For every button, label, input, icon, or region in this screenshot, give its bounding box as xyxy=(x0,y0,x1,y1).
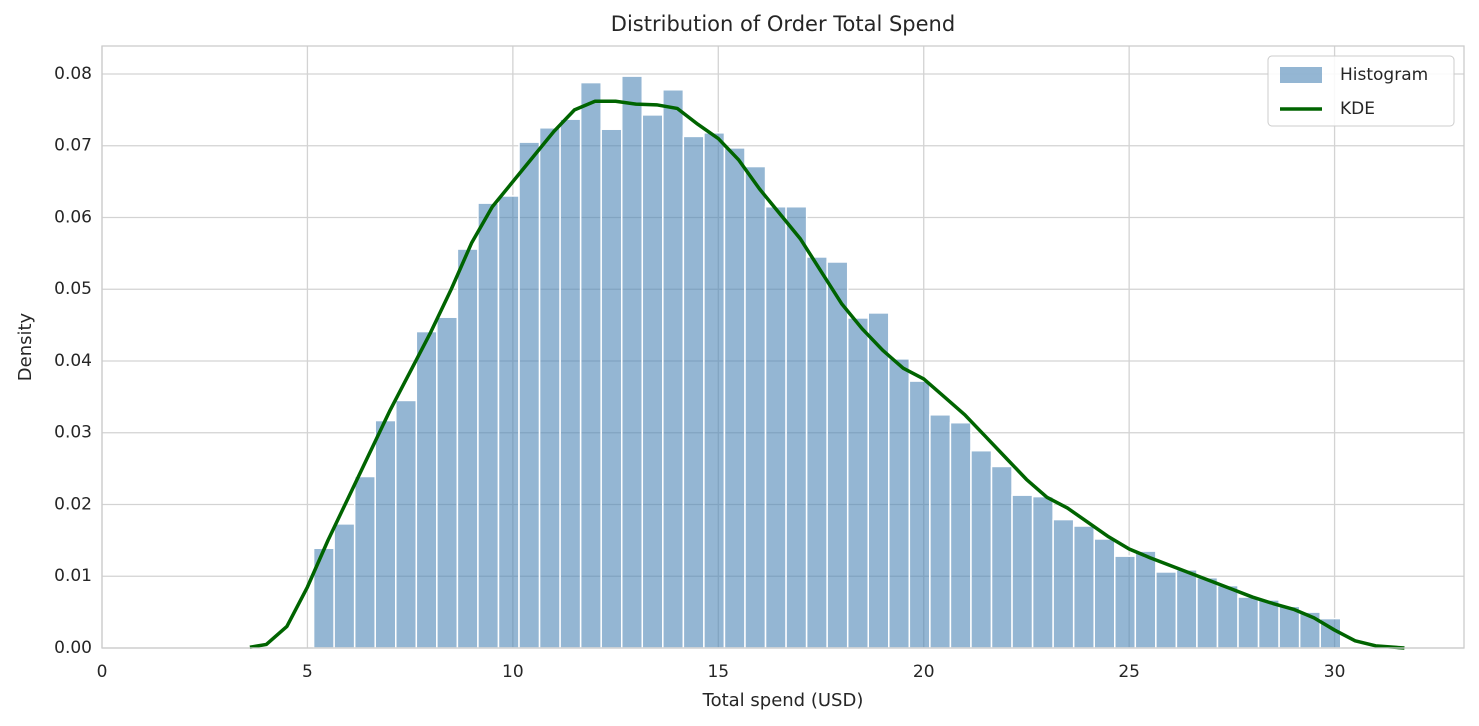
histogram-bar xyxy=(579,81,602,649)
histogram-bar xyxy=(682,135,705,649)
histogram-bar xyxy=(1011,494,1034,649)
histogram-bar xyxy=(1052,518,1075,649)
x-tick-label: 5 xyxy=(302,662,313,682)
histogram-bar xyxy=(600,128,623,649)
legend-label: KDE xyxy=(1340,99,1375,119)
histogram-bar xyxy=(1093,538,1116,649)
histogram-bar xyxy=(764,205,787,649)
histogram-bar xyxy=(538,127,561,649)
histogram-bar xyxy=(1257,599,1280,649)
legend-label: Histogram xyxy=(1340,65,1428,85)
histogram-bar xyxy=(723,147,746,649)
y-tick-label: 0.07 xyxy=(54,136,92,156)
chart-title: Distribution of Order Total Spend xyxy=(611,12,955,36)
histogram-bar xyxy=(415,330,438,649)
histogram-bar xyxy=(970,449,993,649)
histogram-bar xyxy=(1134,550,1157,649)
kde-line xyxy=(249,99,1405,650)
histogram-bar xyxy=(1072,525,1095,649)
histogram-bar xyxy=(1114,555,1137,649)
histogram-bar xyxy=(395,399,418,649)
histogram-bar xyxy=(1237,596,1260,649)
histogram-bar xyxy=(497,195,520,649)
histogram-bar xyxy=(888,358,911,649)
legend-swatch xyxy=(1280,67,1322,83)
y-tick-label: 0.01 xyxy=(54,566,92,586)
histogram-bar xyxy=(559,118,582,649)
histogram-bar xyxy=(805,256,828,649)
x-axis-label: Total spend (USD) xyxy=(702,690,864,711)
histogram-bar xyxy=(1196,576,1219,649)
histogram-bar xyxy=(929,414,952,649)
histogram-bar xyxy=(949,421,972,649)
y-tick-label: 0.00 xyxy=(54,638,92,658)
histogram-bar xyxy=(1155,571,1178,649)
histogram-bar xyxy=(620,75,644,649)
plot-frame xyxy=(101,45,1465,649)
y-tick-label: 0.08 xyxy=(54,64,92,84)
histogram-bar xyxy=(867,312,890,649)
histogram-bar xyxy=(846,317,870,649)
histogram-bar xyxy=(662,89,685,649)
histogram-bar xyxy=(744,165,767,649)
histogram-bar xyxy=(990,465,1013,649)
y-tick-label: 0.06 xyxy=(54,207,92,227)
x-tick-label: 30 xyxy=(1324,662,1346,682)
histogram-bar xyxy=(374,419,397,649)
histogram-bar xyxy=(1278,605,1301,649)
x-tick-label: 10 xyxy=(502,662,524,682)
x-tick-label: 0 xyxy=(97,662,108,682)
histogram-bar xyxy=(1216,584,1239,649)
histogram-bar xyxy=(703,132,726,649)
y-tick-label: 0.04 xyxy=(54,351,92,371)
x-tick-label: 20 xyxy=(913,662,935,682)
histogram-bar xyxy=(353,475,376,649)
y-tick-label: 0.02 xyxy=(54,494,92,514)
x-tick-label: 25 xyxy=(1118,662,1140,682)
histogram-bar xyxy=(436,316,459,649)
histogram-bar xyxy=(333,523,356,649)
y-axis-label: Density xyxy=(15,312,36,381)
histogram-bar xyxy=(1175,569,1198,649)
legend: Histogram KDE xyxy=(1267,55,1455,127)
histogram-bar xyxy=(641,114,664,649)
y-tick-label: 0.03 xyxy=(54,423,92,443)
x-tick-label: 15 xyxy=(707,662,729,682)
histogram-bar xyxy=(518,141,541,649)
histogram-bar xyxy=(785,205,808,649)
histogram-bar xyxy=(908,380,931,649)
histogram-bar xyxy=(456,248,479,649)
histogram-bar xyxy=(826,261,849,649)
histogram-bar xyxy=(1031,495,1054,649)
y-tick-label: 0.05 xyxy=(54,279,92,299)
histogram-bar xyxy=(477,202,500,649)
